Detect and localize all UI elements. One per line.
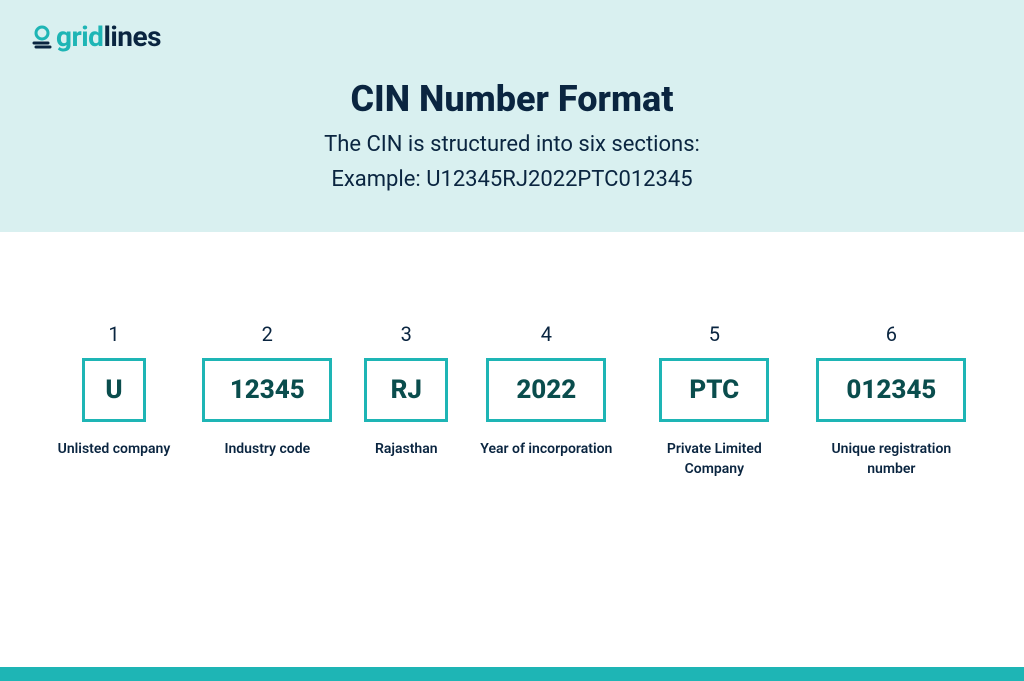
section-label: Industry code — [224, 440, 310, 460]
section-box: RJ — [364, 358, 448, 422]
logo-text: gridlines — [56, 20, 161, 53]
section-label: Unique registration number — [821, 440, 961, 479]
section-label: Private Limited Company — [644, 440, 784, 479]
section-item-6: 6 012345 Unique registration number — [816, 322, 966, 479]
section-value: PTC — [689, 375, 739, 405]
section-number: 6 — [886, 322, 897, 346]
section-value: 12345 — [230, 375, 305, 405]
section-label: Unlisted company — [58, 440, 171, 460]
logo-lines-text: lines — [103, 20, 161, 53]
section-number: 4 — [541, 322, 552, 346]
section-item-4: 4 2022 Year of incorporation — [480, 322, 612, 479]
header-section: gridlines CIN Number Format The CIN is s… — [0, 0, 1024, 232]
section-item-3: 3 RJ Rajasthan — [364, 322, 448, 479]
section-value: U — [105, 375, 122, 405]
subtitle: The CIN is structured into six sections: — [30, 132, 994, 157]
page-title: CIN Number Format — [30, 78, 994, 120]
bottom-accent-bar — [0, 667, 1024, 681]
section-box: 2022 — [486, 358, 606, 422]
section-box: PTC — [659, 358, 769, 422]
section-number: 5 — [709, 322, 720, 346]
logo-grid-text: grid — [56, 20, 103, 53]
section-value: RJ — [391, 375, 422, 405]
section-number: 3 — [401, 322, 412, 346]
section-value: 2022 — [516, 375, 576, 405]
section-box: U — [82, 358, 146, 422]
section-box: 12345 — [202, 358, 332, 422]
section-item-1: 1 U Unlisted company — [58, 322, 171, 479]
section-number: 1 — [108, 322, 119, 346]
section-value: 012345 — [846, 375, 936, 405]
section-label: Year of incorporation — [480, 440, 612, 460]
section-label: Rajasthan — [375, 440, 438, 460]
sections-container: 1 U Unlisted company 2 12345 Industry co… — [0, 232, 1024, 479]
section-item-5: 5 PTC Private Limited Company — [644, 322, 784, 479]
section-box: 012345 — [816, 358, 966, 422]
example-text: Example: U12345RJ2022PTC012345 — [30, 167, 994, 192]
logo-icon — [30, 25, 54, 49]
section-item-2: 2 12345 Industry code — [202, 322, 332, 479]
logo: gridlines — [30, 20, 994, 53]
section-number: 2 — [262, 322, 273, 346]
